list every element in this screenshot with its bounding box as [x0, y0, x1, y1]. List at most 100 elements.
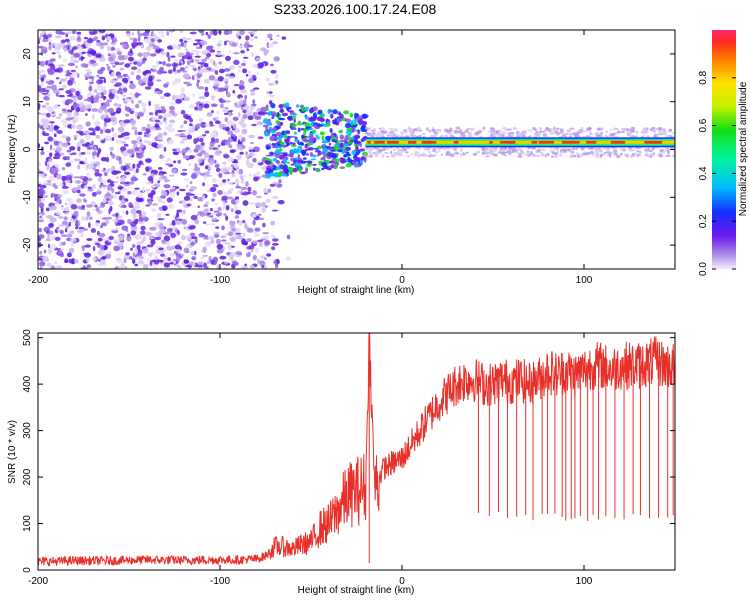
signal-halo [586, 127, 589, 130]
noise-blob [186, 134, 193, 140]
noise-blob [48, 32, 53, 35]
noise-blob [169, 119, 176, 124]
noise-blob [173, 186, 180, 190]
noise-blob [191, 256, 197, 261]
noise-blob [61, 135, 68, 139]
noise-blob [53, 261, 58, 265]
signal-halo [388, 128, 394, 131]
noise-blob [84, 199, 88, 203]
transition-blob [266, 107, 269, 112]
noise-blob [123, 165, 127, 172]
noise-blob [55, 35, 62, 38]
noise-blob [81, 205, 85, 208]
signal-halo [540, 148, 546, 151]
transition-blob [278, 117, 284, 120]
noise-blob [83, 228, 88, 231]
noise-blob [172, 44, 178, 49]
signal-halo [523, 130, 526, 134]
noise-blob [218, 87, 226, 92]
transition-blob [263, 157, 270, 161]
noise-blob [157, 259, 160, 263]
noise-blob [223, 213, 227, 216]
noise-blob [254, 115, 262, 120]
noise-blob [277, 200, 285, 205]
noise-blob [246, 227, 254, 233]
noise-blob [169, 192, 176, 198]
spectrogram-ytick-label: 10 [22, 96, 33, 108]
signal-halo [421, 155, 427, 157]
noise-blob [231, 135, 238, 141]
noise-blob [190, 58, 194, 63]
noise-blob [257, 62, 265, 68]
noise-blob [157, 213, 162, 218]
noise-blob [102, 89, 107, 95]
noise-blob [202, 182, 205, 187]
signal-halo [644, 148, 648, 152]
noise-blob [96, 87, 103, 91]
noise-blob [102, 249, 106, 254]
noise-blob [111, 88, 118, 95]
noise-blob [220, 142, 225, 146]
noise-blob [162, 248, 167, 252]
transition-blob [281, 173, 288, 177]
noise-blob [54, 163, 60, 168]
noise-blob [134, 263, 139, 267]
noise-blob [200, 32, 205, 36]
transition-blob [271, 116, 275, 119]
noise-blob [203, 262, 208, 269]
transition-blob [304, 122, 311, 128]
signal-halo [556, 148, 560, 153]
noise-blob [96, 74, 100, 78]
noise-blob [67, 232, 71, 238]
transition-blob [323, 158, 326, 162]
signal-halo [483, 147, 489, 150]
transition-blob [353, 138, 359, 144]
noise-blob [242, 68, 248, 74]
transition-blob [305, 126, 310, 130]
signal-halo [489, 152, 493, 156]
noise-blob [181, 219, 188, 225]
noise-blob [270, 220, 276, 226]
transition-blob [264, 130, 269, 136]
signal-halo [488, 130, 493, 133]
transition-blob [291, 113, 297, 116]
noise-blob [159, 66, 165, 72]
noise-blob [133, 61, 138, 65]
noise-blob [267, 33, 273, 39]
noise-blob [142, 51, 149, 58]
noise-blob [224, 261, 228, 265]
noise-blob [224, 85, 230, 89]
noise-blob [65, 179, 71, 183]
noise-blob [78, 226, 85, 230]
noise-blob [40, 30, 46, 35]
noise-blob [101, 35, 106, 41]
noise-blob [137, 100, 142, 104]
transition-blob [275, 167, 282, 171]
signal-halo [430, 153, 433, 158]
transition-blob [286, 116, 293, 120]
signal-halo [572, 154, 575, 158]
noise-blob [75, 90, 80, 97]
signal-halo [620, 130, 625, 134]
signal-halo [594, 132, 599, 135]
noise-blob [128, 201, 133, 208]
transition-blob [327, 108, 332, 115]
noise-blob [147, 258, 150, 261]
noise-blob [123, 257, 127, 263]
noise-blob [95, 222, 100, 227]
signal-halo [379, 127, 382, 130]
noise-blob [252, 157, 257, 163]
noise-blob [214, 164, 220, 168]
noise-blob [121, 211, 126, 214]
transition-blob [331, 138, 337, 143]
signal-halo [574, 134, 578, 138]
noise-blob [247, 31, 254, 34]
noise-blob [38, 91, 41, 97]
noise-blob [216, 43, 222, 47]
signal-halo [381, 135, 385, 138]
noise-blob [252, 30, 256, 35]
noise-blob [64, 216, 68, 221]
noise-blob [179, 135, 187, 138]
noise-blob [156, 79, 162, 82]
noise-blob [83, 37, 89, 40]
